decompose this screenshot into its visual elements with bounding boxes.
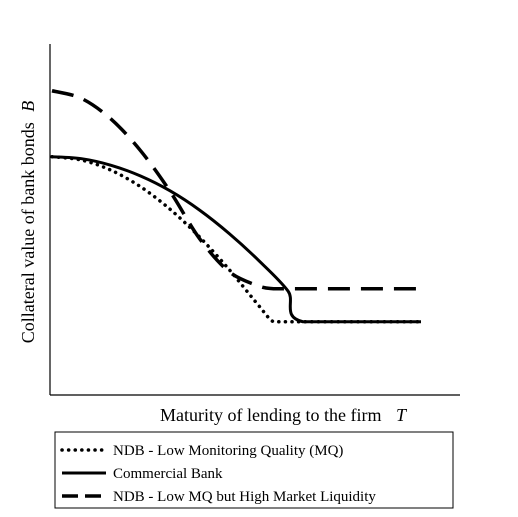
legend-label-3: NDB - Low MQ but High Market Liquidity — [113, 489, 376, 505]
series-line-2 — [51, 155, 421, 324]
x-axis-label-group: Maturity of lending to the firm T — [160, 405, 408, 425]
legend — [54, 431, 454, 509]
legend-items: NDB - Low Monitoring Quality (MQ) Commerc… — [60, 443, 376, 505]
x-axis-label: Maturity of lending to the firm — [160, 405, 381, 425]
legend-label-2: Commercial Bank — [113, 466, 223, 482]
x-axis-symbol: T — [396, 405, 408, 425]
legend-label-1: NDB - Low Monitoring Quality (MQ) — [113, 443, 343, 459]
series-line-3 — [51, 89, 421, 291]
y-axis-symbol: B — [18, 101, 38, 112]
svg-text:Collateral value of bank bonds: Collateral value of bank bonds B — [18, 101, 38, 343]
series-layer — [50, 89, 423, 324]
y-axis-label-group: Collateral value of bank bonds B — [18, 101, 38, 343]
series-line-1 — [50, 155, 423, 324]
y-axis-label: Collateral value of bank bonds — [18, 122, 38, 343]
